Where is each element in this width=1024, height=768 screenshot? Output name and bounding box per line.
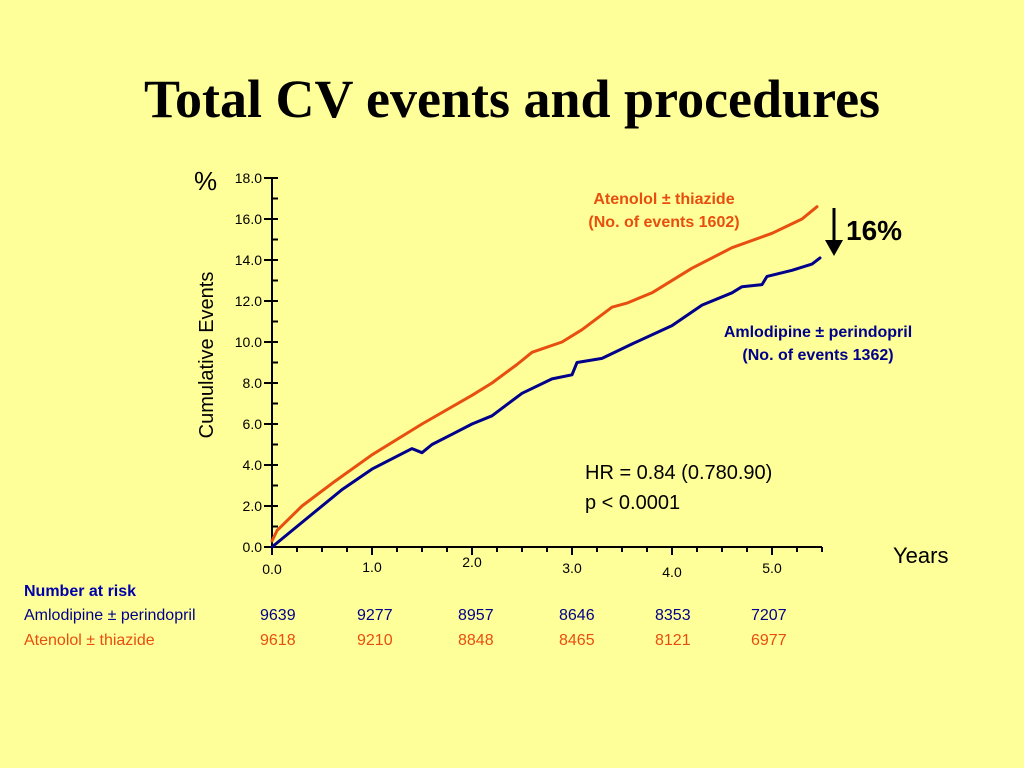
risk-row-label: Atenolol ± thiazide [24,632,155,649]
risk-value: 8465 [559,632,595,649]
amlodipine-series-line [270,256,822,549]
chart-series [270,205,822,549]
y-axis-title: Cumulative Events [196,272,218,439]
risk-value: 9277 [357,607,393,624]
x-unit-label: Years [893,543,948,568]
risk-value: 9210 [357,632,393,649]
slide-title: Total CV events and procedures [143,69,881,129]
chart-axes: 0.0 2.0 4.0 6.0 8.0 10.0 12.0 14.0 16.0 18.0 0.0 1.… [235,170,823,580]
risk-row-label: Amlodipine ± perindopril [24,607,196,624]
reduction-percent: 16% [846,215,902,246]
atenolol-label-line1: Atenolol ± thiazide [593,191,734,208]
y-tick-label: 6.0 [243,416,263,432]
y-tick-label: 0.0 [243,539,263,555]
hazard-ratio: HR = 0.84 (0.780.90) [585,462,772,484]
y-tick-label: 10.0 [235,334,262,350]
risk-value: 8121 [655,632,691,649]
risk-value: 9639 [260,607,296,624]
amlodipine-label-line1: Amlodipine ± perindopril [724,324,912,341]
x-tick-label: 4.0 [662,564,682,580]
x-tick-label: 3.0 [562,560,582,576]
risk-value: 8353 [655,607,691,624]
x-tick-label: 1.0 [362,559,382,575]
risk-value: 8646 [559,607,595,624]
x-tick-label: 2.0 [462,554,482,570]
y-tick-label: 12.0 [235,293,262,309]
y-tick-label: 2.0 [243,498,263,514]
amlodipine-label-line2: (No. of events 1362) [742,347,893,364]
x-tick-label: 0.0 [262,561,282,577]
risk-value: 9618 [260,632,296,649]
y-tick-label: 4.0 [243,457,263,473]
y-tick-label: 8.0 [243,375,263,391]
y-tick-label: 14.0 [235,252,262,268]
risk-value: 8848 [458,632,494,649]
y-tick-label: 16.0 [235,211,262,227]
reduction-arrow-icon [825,208,843,256]
y-tick-label: 18.0 [235,170,262,186]
atenolol-label-line2: (No. of events 1602) [588,214,739,231]
p-value: p < 0.0001 [585,492,680,514]
y-unit-label: % [194,166,217,196]
risk-value: 7207 [751,607,787,624]
atenolol-series-line [270,205,819,543]
risk-value: 8957 [458,607,494,624]
number-at-risk-heading: Number at risk [24,583,137,600]
x-tick-label: 5.0 [762,560,782,576]
risk-value: 6977 [751,632,787,649]
